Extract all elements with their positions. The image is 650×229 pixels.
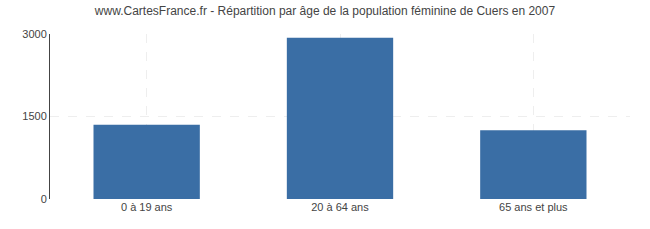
svg-text:1500: 1500 bbox=[22, 110, 46, 122]
svg-text:0: 0 bbox=[41, 193, 47, 205]
svg-text:65 ans et plus: 65 ans et plus bbox=[499, 201, 568, 213]
svg-text:20 à 64 ans: 20 à 64 ans bbox=[311, 201, 369, 213]
svg-text:www.CartesFrance.fr - Répartit: www.CartesFrance.fr - Répartition par âg… bbox=[94, 4, 556, 18]
svg-text:0 à 19 ans: 0 à 19 ans bbox=[121, 201, 173, 213]
svg-text:3000: 3000 bbox=[22, 28, 46, 40]
